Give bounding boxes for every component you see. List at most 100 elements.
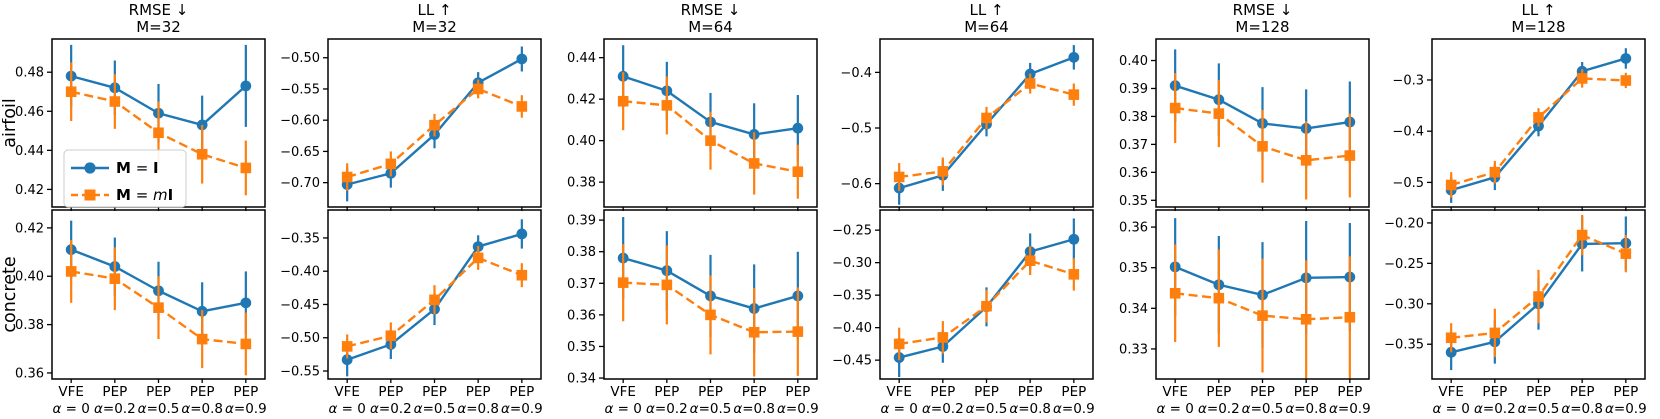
y-tick-label: 0.38: [1119, 110, 1148, 125]
x-tick-label-method: PEP: [1250, 384, 1275, 400]
legend-circle-marker-icon: [84, 162, 96, 174]
chart-column-ll-m=64: LL ↑ M=64 −0.4 −0.5 −0.6 −0.25 −0.30 −0.35 −0.40…: [830, 0, 1106, 419]
y-tick-label: −0.5: [1392, 176, 1424, 191]
x-tick-label-alpha: α=0.2: [94, 401, 136, 417]
subplot-data-airfoil-rmse-m64: [617, 45, 804, 199]
x-tick-label-alpha: α=0.9: [777, 401, 819, 417]
y-tick-label: 0.46: [15, 105, 44, 120]
x-tick-label-method: PEP: [1482, 384, 1507, 400]
y-tick-label: 0.35: [567, 340, 596, 355]
legend-label: M = mI: [116, 186, 173, 204]
subplot-concrete-rmse-m32: 0.36 0.38 0.40 0.42: [15, 209, 266, 383]
x-tick-label-method: PEP: [974, 384, 999, 400]
chart-column-rmse-m=64: RMSE ↓ M=64 0.38 0.40 0.42 0.44 0.34 0.35 0.36 0.…: [554, 0, 830, 419]
subplot-airfoil-rmse-m64: 0.38 0.40 0.42 0.44: [567, 38, 818, 211]
x-tick-label-alpha: α=0.9: [1053, 401, 1095, 417]
legend: M = I M = mI: [63, 149, 187, 208]
x-tick-label-method: PEP: [146, 384, 171, 400]
x-tick-label-alpha: α = 0: [1156, 401, 1193, 417]
chart-column-ll-m=32: LL ↑ M=32 −0.50 −0.55 −0.60 −0.65 −0.70 −0.35 −0…: [278, 0, 554, 419]
subplot-concrete-ll-m64: −0.25 −0.30 −0.35 −0.40 −0.45: [832, 209, 1094, 383]
x-tick-label-alpha: α=0.5: [1518, 401, 1560, 417]
subplot-data-concrete-ll-m64: [893, 218, 1080, 378]
subplot-data-airfoil-rmse-m128: [1169, 49, 1356, 200]
subplot-airfoil-ll-m32: −0.50 −0.55 −0.60 −0.65 −0.70: [280, 38, 542, 211]
column-title-line2: M=128: [1511, 18, 1565, 36]
subplot-concrete-ll-m128: −0.20 −0.25 −0.30 −0.35: [1384, 209, 1646, 383]
chart-column-svg: LL ↑M=32−0.50−0.55−0.60−0.65−0.70−0.35−0…: [280, 1, 543, 417]
y-tick-label: 0.38: [567, 245, 596, 260]
x-tick-label-alpha: α=0.9: [501, 401, 543, 417]
column-title-line1: RMSE ↓: [1233, 1, 1293, 19]
y-tick-label: −0.30: [1384, 297, 1424, 312]
y-tick-label: 0.44: [567, 51, 596, 66]
column-title-line2: M=64: [688, 18, 733, 36]
y-tick-label: 0.36: [1119, 221, 1148, 236]
y-tick-label: −0.55: [280, 365, 320, 380]
column-title-line2: M=32: [412, 18, 457, 36]
x-tick-label-method: VFE: [58, 384, 84, 400]
x-tick-label-method: PEP: [930, 384, 955, 400]
y-tick-label: 0.40: [1119, 54, 1148, 69]
x-tick-label-method: PEP: [1206, 384, 1231, 400]
y-tick-label: −0.5: [840, 122, 872, 137]
x-tick-label-alpha: α=0.2: [370, 401, 412, 417]
x-tick-label-alpha: α = 0: [880, 401, 917, 417]
y-tick-label: −0.30: [832, 256, 872, 271]
chart-column-rmse-m=128: RMSE ↓ M=128 0.35 0.36 0.37 0.38 0.39 0.40 0.33 0…: [1106, 0, 1382, 419]
x-tick-label-method: VFE: [334, 384, 360, 400]
x-tick-label-alpha: α=0.5: [138, 401, 180, 417]
x-tick-label-alpha: α=0.5: [966, 401, 1008, 417]
x-tick-label-method: PEP: [1061, 384, 1086, 400]
y-tick-label: 0.40: [567, 134, 596, 149]
y-tick-label: −0.3: [1392, 73, 1424, 88]
y-tick-label: 0.37: [567, 277, 596, 292]
y-tick-label: −0.35: [1384, 338, 1424, 353]
y-tick-label: 0.37: [1119, 138, 1148, 153]
subplot-data-airfoil-ll-m64: [893, 45, 1080, 205]
row-label-airfoil: airfoil: [2, 98, 20, 147]
x-tick-label-alpha: α=0.5: [690, 401, 732, 417]
subplot-data-airfoil-ll-m128: [1445, 48, 1632, 203]
y-tick-label: 0.35: [1119, 194, 1148, 209]
y-tick-label: 0.38: [15, 318, 44, 333]
subplot-data-concrete-rmse-m32: [65, 220, 252, 376]
y-tick-label: 0.34: [1119, 302, 1148, 317]
row-label-concrete: concrete: [2, 256, 20, 332]
y-tick-label: −0.6: [840, 177, 872, 192]
x-tick-label-method: PEP: [1570, 384, 1595, 400]
x-tick-label-alpha: α=0.2: [646, 401, 688, 417]
subplot-concrete-rmse-m128: 0.33 0.34 0.35 0.36: [1119, 209, 1370, 383]
chart-column-rmse-m=32: RMSE ↓ M=32 0.42 0.44 0.46 0.48 M = I M = mI 0.3…: [2, 0, 278, 419]
subplot-airfoil-ll-m128: −0.3 −0.4 −0.5: [1392, 38, 1646, 211]
x-tick-label-method: VFE: [610, 384, 636, 400]
y-tick-label: −0.40: [832, 321, 872, 336]
subplot-airfoil-ll-m64: −0.4 −0.5 −0.6: [840, 38, 1094, 211]
subplot-data-airfoil-rmse-m32: [65, 44, 252, 196]
y-tick-label: −0.25: [832, 224, 872, 239]
y-tick-label: 0.42: [15, 221, 44, 236]
x-tick-label-method: PEP: [785, 384, 810, 400]
y-tick-label: 0.42: [15, 183, 44, 198]
x-tick-label-method: PEP: [1613, 384, 1638, 400]
y-tick-label: −0.45: [832, 354, 872, 369]
x-tick-label-method: VFE: [1162, 384, 1188, 400]
x-tick-label-method: PEP: [1294, 384, 1319, 400]
x-tick-label-alpha: α = 0: [328, 401, 365, 417]
x-tick-label-alpha: α = 0: [604, 401, 641, 417]
y-tick-label: −0.50: [280, 331, 320, 346]
x-tick-label-alpha: α=0.2: [1474, 401, 1516, 417]
x-tick-label-method: PEP: [1526, 384, 1551, 400]
subplot-airfoil-rmse-m128: 0.35 0.36 0.37 0.38 0.39 0.40: [1119, 38, 1370, 211]
chart-column-svg: LL ↑M=128 −0.3 −0.4 −0.5 −0.20 −0.25 −0.30 −0.3…: [1384, 1, 1647, 417]
subplot-data-concrete-rmse-m64: [617, 216, 804, 377]
x-tick-label-alpha: α=0.2: [922, 401, 964, 417]
x-tick-label-alpha: α = 0: [1432, 401, 1469, 417]
legend-label: M = I: [116, 159, 159, 177]
y-tick-label: −0.65: [280, 145, 320, 160]
y-tick-label: −0.35: [832, 289, 872, 304]
y-tick-label: −0.20: [1384, 216, 1424, 231]
x-tick-label-alpha: α=0.8: [1009, 401, 1051, 417]
subplot-concrete-rmse-m64: 0.34 0.35 0.36 0.37 0.38 0.39: [567, 209, 818, 387]
x-tick-label-method: PEP: [233, 384, 258, 400]
